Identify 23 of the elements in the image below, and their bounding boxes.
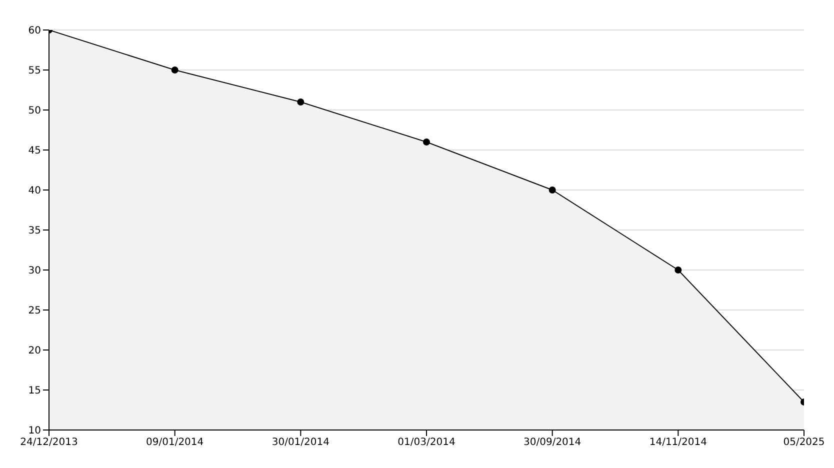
y-tick-label: 45 [28, 146, 41, 157]
point [674, 266, 682, 274]
y-tick-label: 55 [28, 66, 41, 77]
x-tick-label: 30/01/2014 [272, 437, 330, 448]
y-tick-label: 10 [28, 426, 41, 437]
y-tick-label: 35 [28, 226, 41, 237]
x-tick-label: 09/01/2014 [146, 437, 204, 448]
y-tick-label: 20 [28, 346, 41, 357]
y-tick-label: 30 [28, 266, 41, 277]
y-tick-label: 60 [28, 26, 41, 37]
x-tick-label: 01/03/2014 [398, 437, 456, 448]
x-tick-label: 05/2025 [783, 437, 825, 448]
point [297, 98, 304, 106]
x-tick-label: 30/09/2014 [524, 437, 582, 448]
point [423, 138, 430, 146]
point [171, 66, 178, 74]
y-tick-label: 40 [28, 186, 41, 197]
x-tick-label: 14/11/2014 [649, 437, 707, 448]
y-tick-label: 15 [28, 386, 41, 397]
y-tick-label: 50 [28, 106, 41, 117]
y-tick-label: 25 [28, 306, 41, 317]
x-tick-label: 24/12/2013 [20, 437, 78, 448]
point [548, 186, 556, 194]
